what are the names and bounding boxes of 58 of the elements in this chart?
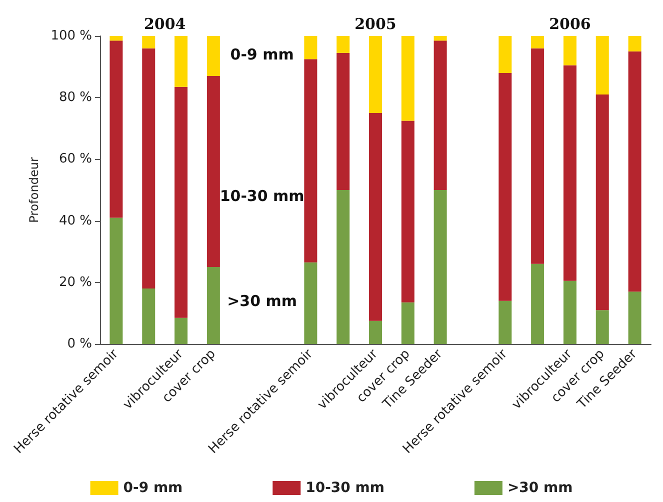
bar (434, 190, 447, 344)
bar (206, 267, 220, 344)
bar (110, 40, 123, 218)
bar (434, 36, 447, 41)
bar (498, 300, 512, 344)
annotation: 10-30 mm (220, 187, 304, 206)
bar (498, 72, 512, 301)
text: 2004 (144, 15, 186, 33)
bar (142, 36, 156, 48)
bar (336, 190, 350, 344)
bar (563, 280, 576, 344)
bar (336, 36, 350, 53)
bar (304, 36, 318, 60)
y-tick-label: 60 % (58, 152, 92, 167)
bar (563, 65, 576, 281)
bar (110, 218, 123, 344)
bar (401, 120, 414, 302)
bar (142, 288, 156, 344)
bar (628, 51, 642, 292)
bar (531, 48, 544, 264)
y-tick-label: 0 % (67, 336, 92, 352)
bar (596, 94, 609, 310)
bar (531, 36, 544, 48)
bar (596, 36, 609, 95)
bar (531, 264, 544, 344)
bar (304, 262, 318, 344)
y-tick-label: 80 % (58, 90, 92, 106)
bar (142, 48, 156, 289)
bar (498, 36, 512, 73)
bar (174, 36, 188, 87)
bar (369, 36, 382, 113)
bar (174, 86, 188, 318)
legend-label: >30 mm (507, 480, 573, 496)
bar (174, 318, 188, 344)
text: 2006 (549, 15, 591, 33)
bar (401, 36, 414, 121)
bar (628, 36, 642, 52)
legend-label: 10-30 mm (306, 480, 384, 496)
bar (369, 113, 382, 321)
legend-label: 0-9 mm (123, 480, 183, 496)
bar (110, 36, 123, 41)
bar (336, 52, 350, 190)
bar (434, 40, 447, 190)
bar (628, 292, 642, 344)
annotation: 0-9 mm (230, 45, 294, 64)
bar (304, 59, 318, 262)
y-tick-label: 40 % (58, 213, 92, 228)
bar (596, 310, 609, 344)
y-axis-title: Profondeur (26, 157, 41, 223)
y-tick-label: 20 % (58, 274, 92, 290)
annotation: >30 mm (227, 292, 298, 310)
bar (369, 320, 382, 344)
bar (206, 76, 220, 267)
y-tick-label: 100 % (50, 28, 92, 44)
text: 2005 (354, 15, 396, 33)
bar (563, 36, 576, 66)
bar (206, 36, 220, 76)
bar (401, 302, 414, 344)
